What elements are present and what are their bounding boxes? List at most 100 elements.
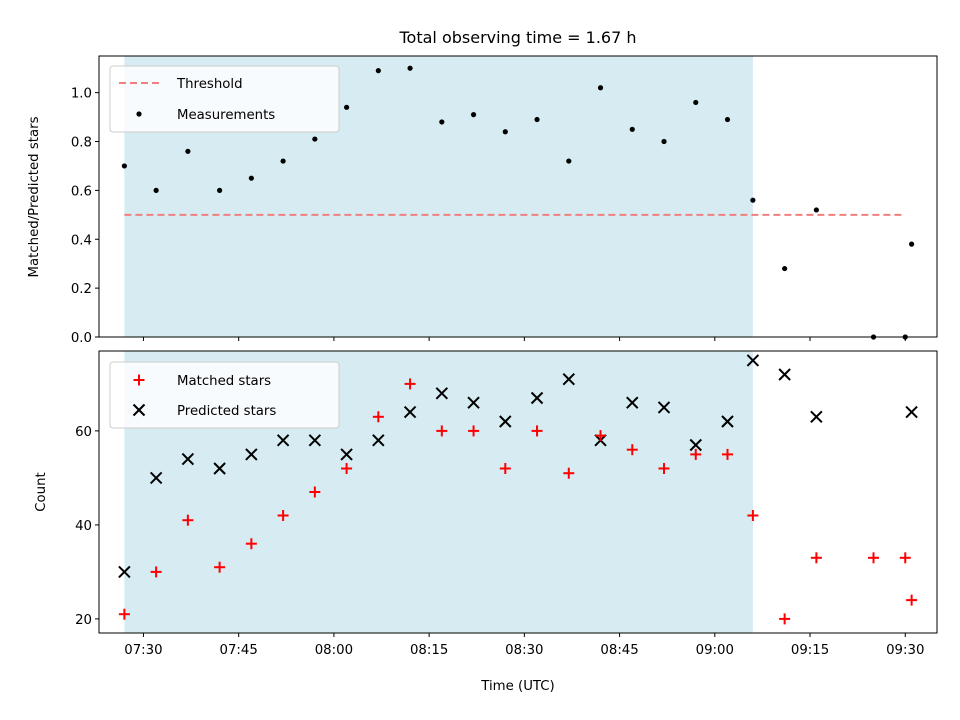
predicted-stars-point [435,387,449,400]
legend-matched-marker [133,374,145,386]
measurement-point [502,129,508,135]
x-tick-label: 08:45 [600,643,638,658]
legend-threshold-label: Threshold [176,77,243,92]
measurement-point [534,116,540,123]
x-tick-label: 09:30 [886,643,924,658]
x-axis-label: Time (UTC) [480,679,555,694]
matched-stars-point [150,566,162,578]
x-tick-label: 08:30 [505,643,543,658]
bottom-x-ticks: 07:30 07:45 08:00 08:15 08:30 08:45 09:00 09:15… [124,633,924,658]
measurement-point [597,85,604,91]
measurement-point [407,65,413,71]
bottom-plot-frame [98,350,938,634]
predicted-stars-point [778,368,791,381]
top-marks [121,65,915,340]
matched-stars-point [214,561,226,573]
measurement-point [312,136,318,142]
bottom-marks [118,354,918,625]
bottom-panel: 20 40 60 07:30 07:45 08:00 08:15 08:30 08:45 09:… [34,350,938,694]
matched-stars-point [899,552,911,564]
x-tick-label: 08:15 [410,643,448,658]
matched-stars-point [182,514,194,526]
measurement-point [375,68,381,74]
matched-stars-point [779,613,791,625]
measurement-point [439,119,445,125]
measurement-point [566,158,572,164]
predicted-stars-point [340,448,353,461]
measurement-point [750,197,756,203]
measurement-point [782,265,788,272]
x-tick-label: 07:45 [220,643,258,658]
predicted-stars-point [499,415,512,428]
top-x-ticks [142,337,906,341]
matched-stars-point [245,538,257,550]
x-tick-label: 09:15 [791,643,829,658]
matched-stars-point [404,378,416,390]
bottom-y-axis-label: Count [34,472,49,512]
measurement-point [909,241,915,247]
measurement-point [343,104,350,110]
top-y-ticks: 0.0 0.2 0.4 0.6 0.8 1.0 [71,87,99,346]
predicted-stars-point [530,391,544,405]
predicted-stars-point [245,448,258,461]
matched-stars-point [747,510,759,521]
legend-matched-label: Matched stars [177,374,271,389]
legend-predicted-label: Predicted stars [177,404,276,419]
matched-stars-point [810,552,822,564]
predicted-stars-point [562,372,575,386]
top-plot-frame [98,55,938,338]
top-legend-box [109,65,340,133]
measurement-point [280,158,286,164]
measurement-point [724,116,731,123]
predicted-stars-point [746,354,760,367]
top-y-tick-label: 0.6 [71,184,92,199]
predicted-stars-point [118,565,131,579]
legend-matched-swatch [133,374,145,386]
legend-predicted-swatch [132,403,146,417]
matched-stars-point [118,608,130,620]
matched-stars-point [595,430,607,442]
top-panel: Total observing time = 1.67 h 0.00.20.40… [27,28,938,346]
matched-stars-point [906,594,918,606]
top-y-tick-label: 0.4 [71,233,92,248]
predicted-stars-point [721,415,734,428]
top-y-tick-label: 0.0 [71,331,92,346]
matched-stars-point [341,463,353,474]
matched-stars-point [277,510,289,521]
predicted-stars-point [403,405,417,419]
predicted-stars-point [276,434,290,447]
legend-predicted-marker [132,403,146,417]
predicted-stars-point [810,410,823,424]
predicted-stars-point [626,396,639,409]
measurement-point [185,148,191,154]
matched-stars-point [563,467,575,479]
predicted-stars-point [372,434,385,447]
predicted-stars-point [905,405,918,419]
top-y-tick-label: 0.8 [71,136,92,151]
predicted-stars-point [308,434,322,447]
x-tick-label: 07:30 [124,643,162,658]
top-y-tick-label: 1.0 [71,87,92,102]
chart-title: Total observing time = 1.67 h [398,28,636,47]
measurement-point [629,126,635,132]
top-legend: Threshold Measurements [109,65,340,133]
predicted-stars-point [149,471,163,485]
measurement-point [470,112,477,118]
matched-stars-point [626,444,638,456]
matched-stars-point [722,448,733,460]
predicted-stars-point [181,452,195,466]
bottom-y-tick-label: 60 [75,425,92,440]
matched-stars-point [658,463,670,474]
predicted-stars-point [657,401,671,414]
predicted-stars-point [467,396,480,409]
top-y-tick-label: 0.2 [71,282,92,297]
legend-measurements-swatch [136,111,142,117]
bottom-legend-box [109,361,340,429]
matched-stars-point [690,448,702,460]
measurement-point [248,175,254,181]
matched-stars-point [372,411,384,423]
measurement-point [813,207,819,213]
measurement-point [121,163,127,169]
measurement-point [693,99,699,106]
